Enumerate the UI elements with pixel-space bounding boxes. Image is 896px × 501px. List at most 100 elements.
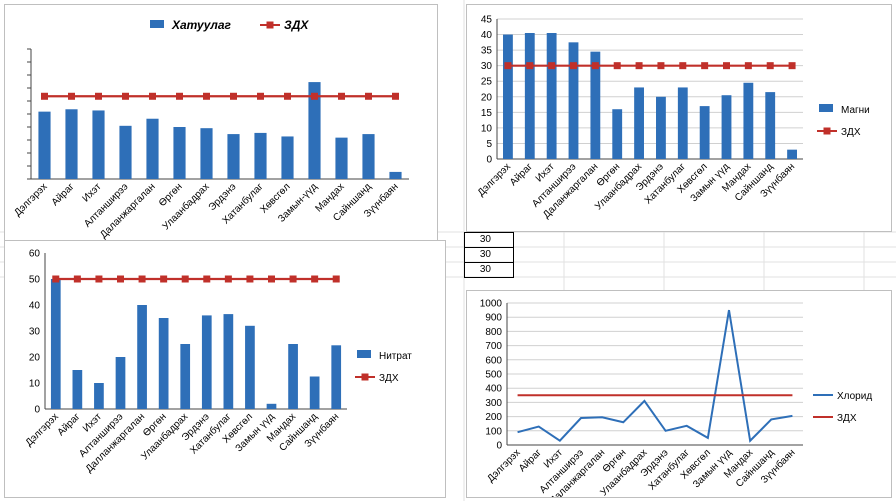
bar: [787, 149, 797, 159]
line-marker: [723, 62, 730, 70]
y-tick-label: 800: [485, 327, 502, 338]
legend-label: Нитрат: [379, 351, 412, 362]
line-marker: [284, 92, 291, 100]
line-marker: [203, 275, 211, 283]
bar: [281, 136, 294, 179]
bar: [38, 111, 51, 179]
line-marker: [766, 62, 774, 70]
y-tick-label: 300: [485, 398, 502, 409]
chart-magnesium-svg: 051015202530354045ДэлгэрэхАйрагИхэтАлтан…: [476, 15, 870, 221]
y-tick-label: 10: [29, 379, 41, 390]
bar: [146, 118, 159, 179]
y-tick-label: 0: [496, 441, 502, 452]
chart-nitrate-svg: 0102030405060ДэлгэрэхАйрагИхэтАлтанширээ…: [24, 249, 413, 475]
line-marker: [657, 62, 665, 70]
bar: [92, 110, 105, 179]
line-marker: [591, 62, 599, 70]
bar: [65, 109, 78, 179]
y-tick-label: 5: [486, 139, 492, 150]
bar: [331, 345, 342, 409]
y-tick-label: 30: [29, 327, 41, 338]
line-marker: [176, 92, 183, 100]
chart-chloride[interactable]: 0 100 200 300 400 500 600 700 800 900 1000 Дэлгэрэх…: [466, 290, 892, 498]
legend-label: ЗДХ: [379, 373, 399, 384]
chart-hardness-svg: Дэлгэрэх Айраг ИхэтАлтанширээДаланжаргалан…: [12, 18, 409, 241]
line-marker: [52, 275, 60, 283]
line-marker: [160, 275, 168, 283]
y-tick-label: 200: [485, 412, 502, 423]
bar: [699, 106, 710, 159]
bar: [309, 376, 320, 409]
bar: [546, 33, 557, 159]
line-marker: [257, 92, 264, 100]
y-tick-label: 600: [485, 355, 502, 366]
legend-label: ЗДХ: [284, 18, 309, 32]
chart-hardness[interactable]: Дэлгэрэх Айраг Ихэт Алтанширээ Даланжаргалан…: [4, 4, 438, 242]
chart-nitrate[interactable]: 0 10 20 30 40 50 60 Дэлгэрэх Айраг Ихэт Алтанширээ…: [4, 240, 446, 498]
legend-label: Хлорид: [837, 391, 872, 402]
y-tick-label: 0: [486, 155, 492, 166]
y-tick-label: 700: [485, 341, 502, 352]
y-tick-label: 60: [29, 249, 41, 260]
y-tick-label: 45: [481, 15, 493, 26]
bar: [72, 370, 83, 409]
bar: [362, 134, 375, 179]
line-marker: [138, 275, 146, 283]
y-tick-label: 20: [29, 353, 41, 364]
bar: [721, 95, 732, 159]
line-marker: [504, 62, 512, 70]
legend-marker: [823, 127, 831, 135]
bar: [335, 137, 348, 179]
legend-swatch-bar: [150, 20, 164, 28]
bar: [656, 96, 666, 159]
legend-marker: [361, 373, 369, 381]
bar: [743, 82, 754, 159]
line-marker: [788, 62, 796, 70]
bar: [94, 383, 104, 409]
chart-magnesium[interactable]: 0 5 10 15 20 25 30 35 40 45 Дэлгэрэх Айраг Ихэт Алтан…: [466, 4, 892, 232]
bar: [503, 34, 513, 159]
y-tick-label: 15: [481, 108, 493, 119]
bar: [180, 344, 191, 409]
cell-column: 30 30 30: [464, 232, 514, 278]
line-marker: [149, 92, 156, 100]
y-tick-label: 1000: [480, 299, 503, 310]
sheet-cell[interactable]: 30: [464, 232, 514, 248]
bar: [389, 171, 402, 179]
line-marker: [68, 92, 75, 100]
line-marker: [744, 62, 752, 70]
bar: [201, 315, 212, 409]
line-marker: [526, 62, 534, 70]
y-tick-label: 35: [481, 46, 493, 57]
y-tick-label: 20: [481, 92, 493, 103]
bar: [612, 109, 623, 159]
line-marker: [311, 275, 319, 283]
legend-swatch-bar: [357, 350, 371, 358]
y-tick-label: 40: [481, 30, 493, 41]
line-marker: [679, 62, 687, 70]
line-marker: [613, 62, 621, 70]
legend-swatch-bar: [819, 104, 833, 112]
y-tick-label: 10: [481, 123, 493, 134]
line-marker: [230, 92, 237, 100]
y-tick-label: 900: [485, 313, 502, 324]
bar: [137, 305, 147, 409]
sheet-cell[interactable]: 30: [464, 263, 514, 278]
line-marker: [311, 92, 318, 100]
line-marker: [268, 275, 275, 283]
legend-marker: [266, 21, 274, 29]
sheet-cell[interactable]: 30: [464, 248, 514, 263]
line-marker: [203, 92, 210, 100]
line-marker: [95, 275, 103, 283]
bar: [254, 132, 267, 179]
line-marker: [570, 62, 577, 70]
bar: [765, 92, 776, 159]
line-marker: [73, 275, 81, 283]
line-marker: [365, 92, 372, 100]
line-marker: [548, 62, 556, 70]
series-line-data: [517, 309, 793, 443]
bar: [245, 325, 255, 409]
line-marker: [332, 275, 340, 283]
y-tick-label: 25: [481, 77, 493, 88]
bar: [568, 42, 579, 160]
